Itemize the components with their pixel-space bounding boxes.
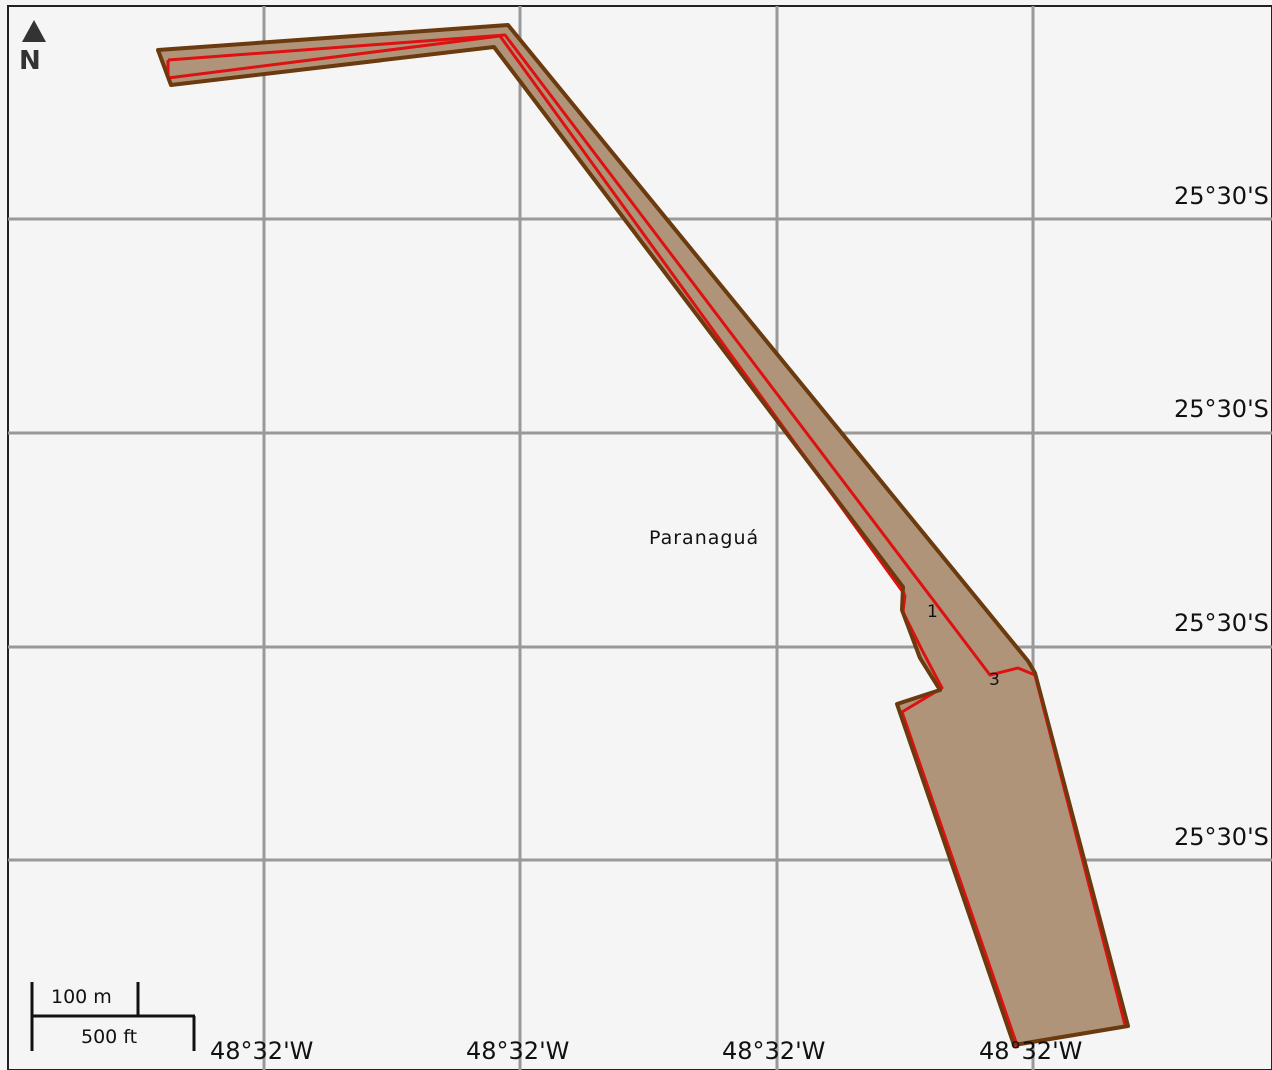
pier-area-outline [156, 23, 1130, 1047]
pier-boundary-line [166, 34, 907, 596]
marker-label-1: 1 [927, 602, 938, 622]
scale-imperial-label: 500 ft [81, 1026, 137, 1048]
longitude-label: 48°32'W [722, 1037, 825, 1065]
latitude-label: 25°30'S [1174, 823, 1269, 851]
north-arrow-triangle [22, 20, 46, 42]
marker-label-3: 3 [989, 670, 1000, 690]
latitude-label: 25°30'S [1174, 395, 1269, 423]
pier-area[interactable] [156, 23, 1130, 1049]
map-frame [7, 5, 1272, 1070]
longitude-label: 48°32'W [210, 1037, 313, 1065]
latitude-label: 25°30'S [1174, 182, 1269, 210]
meridian-grid [262, 6, 1035, 1070]
latitude-label: 25°30'S [1174, 609, 1269, 637]
scale-metric-label: 100 m [51, 986, 112, 1008]
longitude-label: 48°32'W [466, 1037, 569, 1065]
place-label: Paranaguá [649, 527, 759, 549]
scale-bar [30, 982, 196, 1051]
north-label: N [19, 46, 41, 76]
longitude-label: 48°32'W [979, 1037, 1082, 1065]
north-arrow-icon: N [19, 20, 46, 76]
